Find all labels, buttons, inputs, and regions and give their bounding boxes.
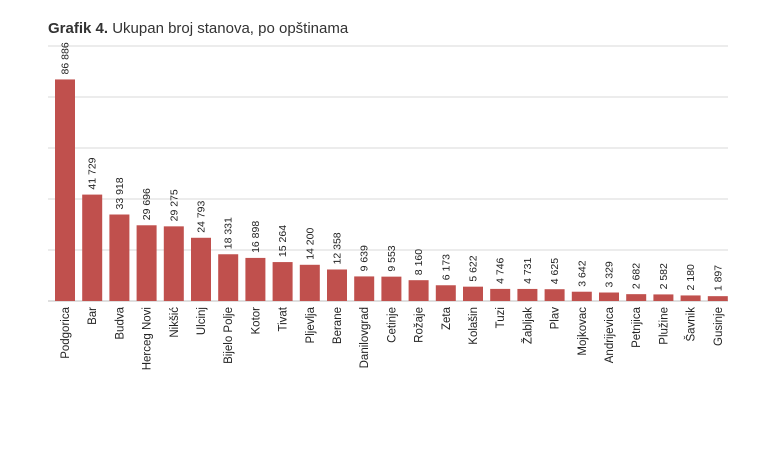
- category-label: Andrijevica: [604, 306, 616, 363]
- bar: [109, 214, 130, 301]
- value-label: 9 639: [359, 245, 371, 271]
- value-label: 9 553: [386, 245, 398, 271]
- bar: [571, 291, 592, 301]
- value-label: 15 264: [277, 225, 289, 257]
- bar: [299, 264, 320, 301]
- value-label: 33 918: [114, 177, 126, 209]
- bar: [680, 295, 701, 301]
- category-labels: Podgorica Bar Budva Herceg Novi Nikšić Ulcinj…: [60, 306, 725, 370]
- bar: [55, 79, 75, 301]
- category-label: Rožaje: [414, 307, 426, 343]
- value-label: 41 729: [87, 157, 99, 189]
- category-label: Gusinje: [713, 307, 725, 346]
- value-label: 5 622: [468, 255, 480, 281]
- bar: [463, 286, 483, 301]
- category-label: Zeta: [441, 306, 453, 330]
- category-label: Petnjica: [631, 306, 643, 348]
- category-label: Nikšić: [169, 307, 181, 338]
- category-label: Podgorica: [60, 306, 72, 358]
- category-label: Plužine: [658, 307, 670, 345]
- value-labels: 86 886 41 729 33 918 29 696 29 275 24 793 18 3…: [60, 42, 725, 291]
- bar: [408, 280, 429, 301]
- bar: [599, 292, 619, 301]
- bar: [490, 288, 511, 301]
- value-label: 4 731: [522, 257, 534, 283]
- bar: [191, 237, 211, 301]
- value-label: 4 625: [549, 258, 561, 284]
- category-label: Tivat: [278, 306, 290, 331]
- value-label: 29 696: [141, 188, 153, 220]
- bar: [707, 296, 728, 301]
- category-label: Pljevlja: [305, 306, 317, 343]
- chart-title-text: Ukupan broj stanova, po opštinama: [112, 20, 349, 37]
- bar: [136, 225, 157, 301]
- value-label: 86 886: [60, 42, 72, 74]
- value-label: 4 746: [495, 257, 507, 283]
- value-label: 8 160: [413, 249, 425, 275]
- bar: [272, 262, 293, 301]
- category-label: Berane: [332, 307, 344, 344]
- bar: [245, 257, 266, 301]
- category-label: Danilovgrad: [359, 307, 371, 368]
- bar: [517, 288, 538, 301]
- bar: [435, 285, 456, 301]
- bar: [626, 294, 647, 301]
- value-label: 2 180: [685, 264, 697, 290]
- bars: [55, 79, 728, 301]
- category-label: Kolašin: [468, 307, 480, 345]
- category-label: Budva: [114, 306, 126, 339]
- value-label: 1 897: [712, 265, 724, 291]
- category-label: Bijelo Polje: [223, 307, 235, 364]
- value-label: 6 173: [440, 254, 452, 280]
- value-label: 3 642: [576, 260, 588, 286]
- value-label: 18 331: [223, 217, 235, 249]
- category-label: Kotor: [250, 307, 262, 335]
- bar: [163, 226, 184, 301]
- bar: [381, 276, 402, 301]
- bar: [327, 269, 347, 301]
- bar: [354, 276, 375, 301]
- category-label: Tuzi: [495, 307, 507, 328]
- value-label: 12 358: [332, 232, 344, 264]
- value-label: 3 329: [604, 261, 616, 287]
- category-label: Cetinje: [386, 307, 398, 343]
- value-label: 16 898: [250, 221, 262, 253]
- value-label: 2 682: [631, 263, 643, 289]
- chart-title-prefix: Grafik 4.: [48, 20, 109, 37]
- bar: [653, 294, 674, 301]
- category-label: Bar: [87, 307, 99, 325]
- chart-title: Grafik 4. Ukupan broj stanova, po opštin…: [48, 20, 348, 37]
- category-label: Ulcinj: [196, 307, 208, 335]
- category-label: Herceg Novi: [142, 307, 154, 370]
- value-label: 29 275: [168, 189, 180, 221]
- bar: [82, 194, 103, 301]
- category-label: Plav: [550, 307, 562, 330]
- value-label: 2 582: [658, 263, 670, 289]
- bar: [218, 254, 239, 301]
- value-label: 14 200: [304, 228, 316, 260]
- value-label: 24 793: [196, 201, 208, 233]
- bar: [544, 289, 565, 301]
- category-label: Šavnik: [685, 307, 698, 342]
- category-label: Žabljak: [521, 307, 534, 344]
- category-label: Mojkovac: [577, 307, 589, 356]
